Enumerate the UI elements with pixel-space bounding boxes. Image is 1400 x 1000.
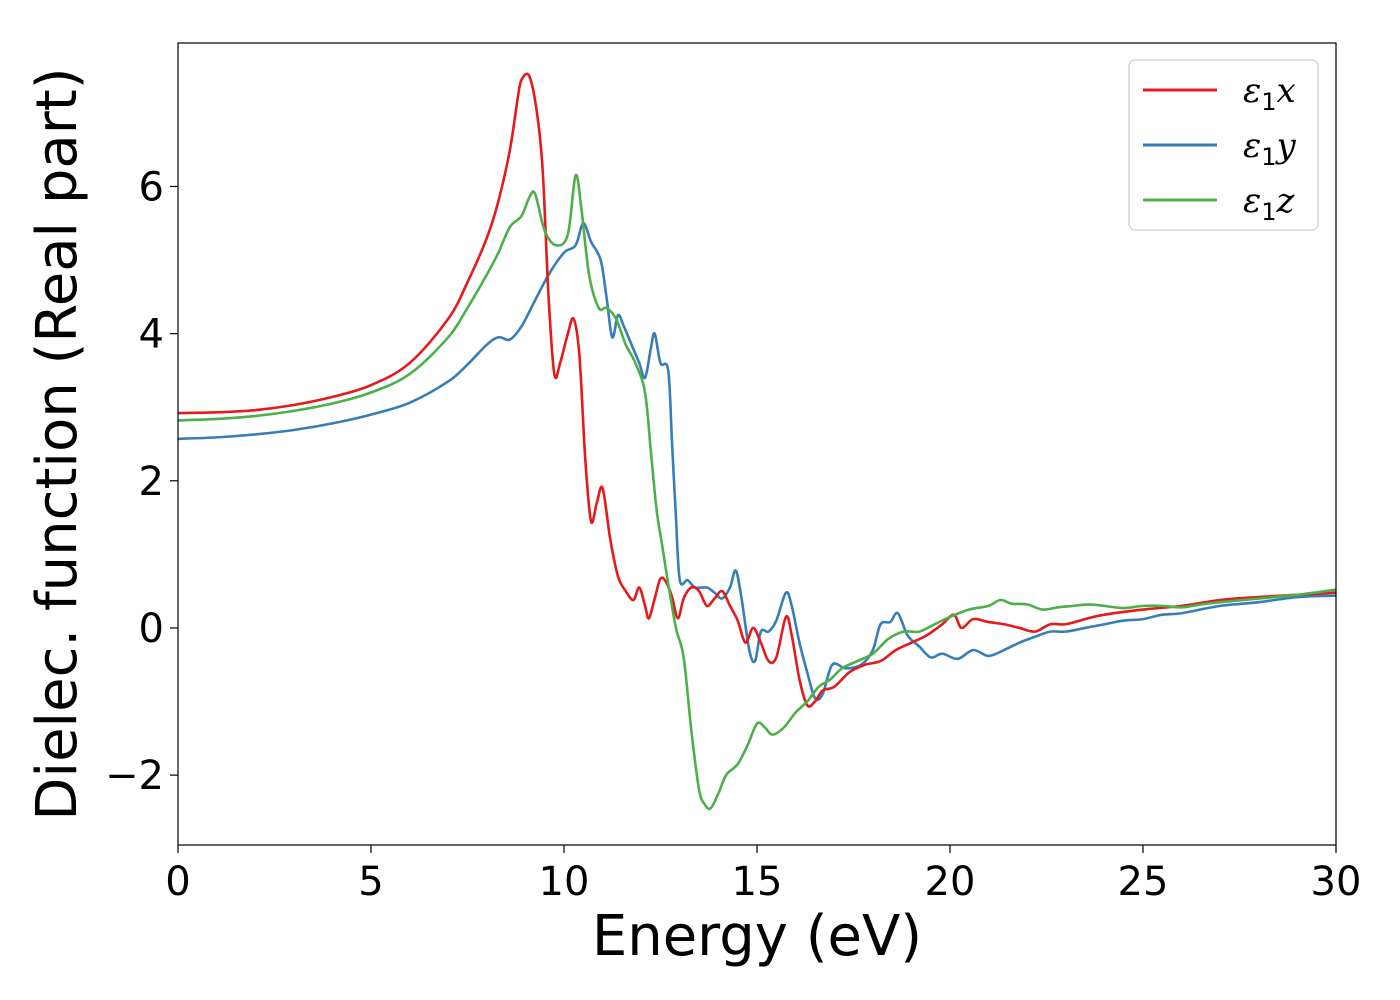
legend-symbol: ε — [1243, 126, 1261, 166]
y-tick-label: −2 — [105, 753, 164, 799]
legend-label-z: ε1z — [1243, 181, 1296, 226]
legend-subscript: 1 — [1261, 198, 1276, 226]
y-tick-label: 4 — [139, 312, 164, 358]
x-tick-label: 0 — [165, 859, 190, 905]
legend-label-x: ε1x — [1243, 71, 1296, 116]
y-tick-label: 6 — [139, 164, 164, 210]
legend-box — [1128, 59, 1319, 231]
x-tick-label: 30 — [1311, 859, 1362, 905]
x-axis-title: Energy (eV) — [592, 904, 922, 969]
x-tick-label: 20 — [925, 859, 976, 905]
x-tick-label: 10 — [539, 859, 590, 905]
legend-symbol: ε — [1243, 71, 1261, 111]
x-axis: 0 5 10 15 20 25 30 — [165, 845, 1361, 905]
legend-component: z — [1276, 181, 1296, 221]
series-line-z — [178, 173, 1336, 811]
x-tick-label: 5 — [358, 859, 383, 905]
legend-component: y — [1275, 126, 1297, 166]
y-tick-label: 0 — [139, 606, 164, 652]
y-tick-label: 2 — [139, 459, 164, 505]
legend-symbol: ε — [1243, 181, 1261, 221]
legend-subscript: 1 — [1261, 88, 1276, 116]
series-line-x — [178, 72, 1336, 708]
legend-label-y: ε1y — [1243, 126, 1297, 171]
x-tick-label: 25 — [1118, 859, 1169, 905]
y-axis: −2 0 2 4 6 — [105, 164, 178, 799]
legend-component: x — [1277, 71, 1296, 111]
series-line-y — [178, 221, 1336, 702]
y-axis-title: Dielec. function (Real part) — [25, 67, 90, 820]
legend-subscript: 1 — [1261, 143, 1276, 171]
x-tick-label: 15 — [732, 859, 783, 905]
series-layer — [178, 72, 1336, 811]
